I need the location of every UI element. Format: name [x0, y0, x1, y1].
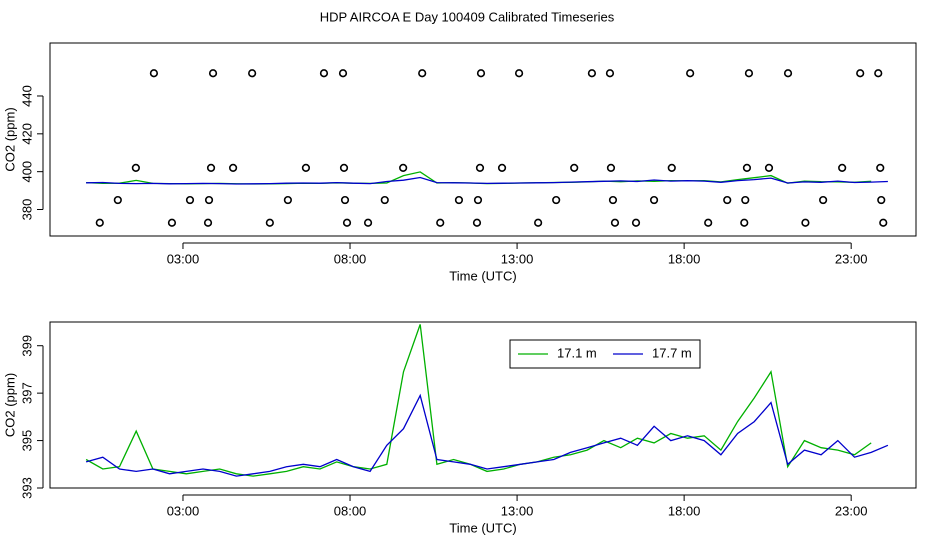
scatter-point [206, 163, 216, 172]
x-axis-title: Time (UTC) [449, 520, 516, 535]
x-tick-label: 13:00 [501, 251, 534, 266]
scatter-point [534, 218, 543, 227]
x-tick-label: 23:00 [835, 503, 868, 518]
scatter-point [454, 195, 464, 205]
scatter-point [876, 163, 885, 172]
scatter-point [606, 163, 616, 172]
scatter-point [363, 218, 373, 227]
y-axis-title: CO2 (ppm) [2, 373, 17, 437]
y-tick-label: 395 [19, 430, 34, 452]
scatter-point [587, 69, 597, 78]
legend-label: 17.7 m [652, 345, 692, 360]
x-axis-title: Time (UTC) [449, 268, 516, 283]
scatter-point [248, 69, 257, 78]
scatter-point [723, 195, 732, 205]
x-tick-label: 13:00 [501, 503, 534, 518]
scatter-point [228, 163, 238, 172]
scatter-point [380, 195, 389, 205]
series-line [85, 393, 889, 477]
x-tick-label: 03:00 [167, 251, 200, 266]
y-tick-label: 397 [19, 382, 34, 404]
x-tick-label: 18:00 [668, 251, 701, 266]
scatter-point [783, 69, 793, 78]
legend-label: 17.1 m [557, 345, 597, 360]
scatter-point [649, 195, 659, 205]
scatter-point [113, 195, 122, 205]
series-line [85, 324, 872, 477]
scatter-point [704, 218, 713, 227]
scatter-point [204, 195, 214, 205]
plot-frame [49, 42, 917, 237]
scatter-point [856, 69, 865, 78]
scatter-point [319, 69, 329, 78]
scatter-point [475, 163, 485, 172]
series-line [86, 176, 888, 185]
scatter-point [667, 163, 676, 172]
y-axis-title: CO2 (ppm) [2, 107, 17, 171]
scatter-point [95, 218, 104, 227]
scatter-point [338, 69, 348, 78]
scatter-point [838, 163, 847, 172]
scatter-point [340, 195, 350, 205]
scatter-point [167, 218, 177, 227]
scatter-point [476, 69, 486, 78]
scatter-point [283, 195, 292, 205]
scatter-point [764, 163, 774, 172]
x-tick-label: 08:00 [334, 251, 367, 266]
chart-title: HDP AIRCOA E Day 100409 Calibrated Times… [320, 9, 615, 24]
scatter-point [497, 163, 507, 172]
y-tick-label: 400 [19, 161, 34, 183]
x-tick-label: 18:00 [668, 503, 701, 518]
scatter-point [514, 69, 524, 78]
scatter-point [631, 218, 641, 227]
scatter-point [608, 195, 618, 205]
scatter-point [342, 218, 352, 227]
scatter-point [436, 218, 445, 227]
scatter-point [610, 218, 620, 227]
scatter-point [877, 195, 886, 205]
y-tick-label: 420 [19, 123, 34, 145]
scatter-point [742, 163, 752, 172]
y-tick-label: 393 [19, 477, 34, 499]
plot-frame [49, 321, 917, 489]
scatter-point [185, 195, 195, 205]
scatter-point [131, 163, 140, 172]
scatter-point [301, 163, 311, 172]
scatter-point [418, 69, 427, 78]
scatter-point [741, 195, 750, 205]
scatter-point [570, 163, 579, 172]
scatter-point [265, 218, 274, 227]
scatter-point [740, 218, 749, 227]
scatter-point [801, 218, 810, 227]
scatter-point [879, 218, 888, 227]
x-tick-label: 08:00 [334, 503, 367, 518]
scatter-point [339, 163, 349, 172]
scatter-point [744, 69, 754, 78]
x-tick-label: 03:00 [167, 503, 200, 518]
scatter-point [552, 195, 561, 205]
scatter-point [473, 195, 483, 205]
scatter-point [399, 163, 408, 172]
scatter-point [203, 218, 213, 227]
scatter-point [874, 69, 883, 78]
scatter-point [472, 218, 482, 227]
scatter-point [605, 69, 615, 78]
scatter-point [149, 69, 159, 78]
scatter-point [819, 195, 828, 205]
x-tick-label: 23:00 [835, 251, 868, 266]
y-tick-label: 380 [19, 199, 34, 221]
y-tick-label: 440 [19, 85, 34, 107]
y-tick-label: 399 [19, 335, 34, 357]
series-line [86, 171, 872, 185]
scatter-point [686, 69, 695, 78]
scatter-point [208, 69, 218, 78]
